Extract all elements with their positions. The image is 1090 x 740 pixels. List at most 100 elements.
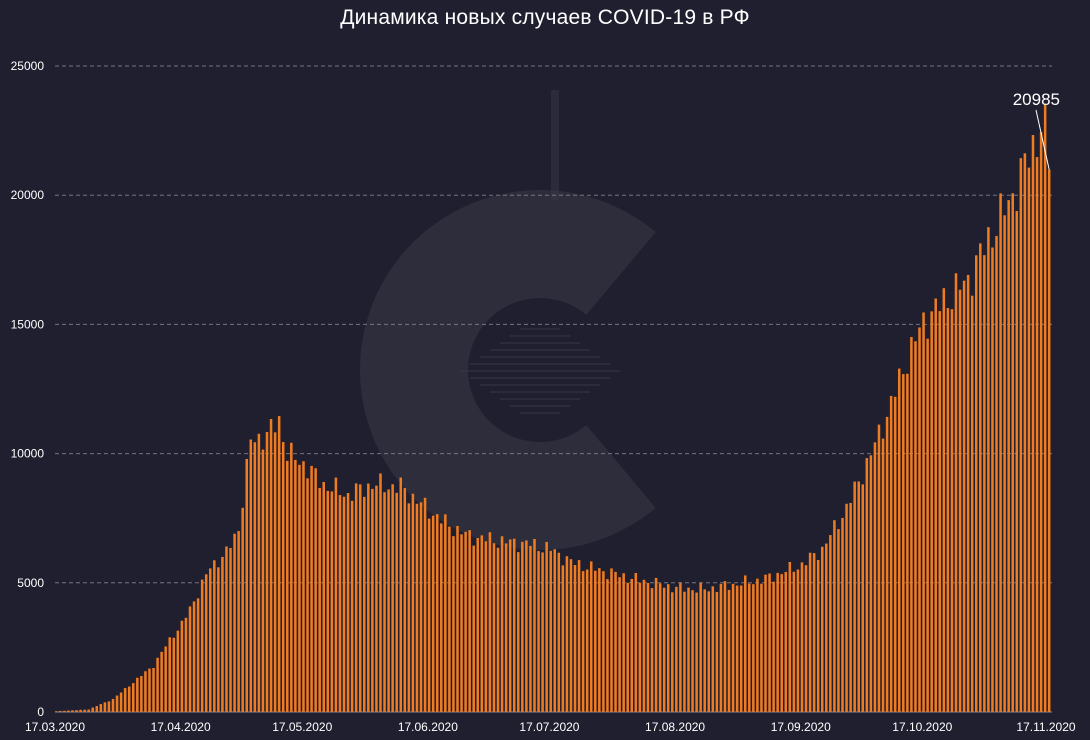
bar [549,550,552,712]
bar [877,424,881,712]
bar [942,288,946,712]
bar [196,598,200,712]
bar [569,559,573,712]
bar [123,688,127,712]
bar [792,571,796,712]
bar [853,481,856,712]
bar [492,543,496,712]
bar [577,560,581,712]
bar [788,562,792,712]
bar [286,460,289,712]
bar [748,583,751,712]
bar [695,592,698,712]
bar [654,577,658,712]
bar [213,560,216,712]
bar [427,518,431,712]
bar [642,579,646,712]
bar [893,396,897,712]
bar [804,565,808,712]
bar [87,709,90,712]
bar [59,710,62,712]
bar [253,442,257,712]
bar [816,559,820,712]
y-tick-label: 25000 [11,59,45,73]
watermark-wave-line [470,377,610,379]
bar [383,492,386,712]
bar [152,667,155,712]
bar [776,572,779,712]
bar [618,577,621,712]
bar [626,582,629,712]
bar [119,692,123,712]
bar [739,585,743,712]
bar [55,711,58,712]
bar [379,473,382,712]
y-tick-label: 5000 [17,576,44,590]
bar [598,568,601,712]
bar [517,552,520,712]
bar [318,487,321,712]
bar [1019,158,1023,712]
watermark-wave-line [490,349,590,351]
x-tick-label: 17.06.2020 [398,720,458,734]
bar [241,507,244,712]
bar [71,710,74,712]
bar [342,496,346,712]
bar [99,704,103,712]
bar [391,484,394,712]
bar [650,588,654,712]
bar [768,573,771,712]
bar [889,395,893,712]
x-tick-label: 17.09.2020 [771,720,831,734]
bar [322,481,326,712]
bar [820,546,824,712]
bar [354,483,358,712]
bar [930,311,933,712]
bar [281,442,285,712]
x-tick-label: 17.11.2020 [1016,720,1075,734]
bar [184,617,188,712]
bar [1031,135,1035,712]
bar [63,710,66,712]
bar [703,589,706,712]
bar [946,308,950,712]
bar [1023,153,1027,713]
bar [1015,211,1019,712]
bar [464,531,467,712]
bar [180,620,184,712]
bar [634,572,638,712]
bar [363,496,366,712]
bar [662,587,666,712]
watermark-wave-line [510,405,570,407]
bar [731,583,735,712]
bar [610,568,613,712]
bar [435,514,439,712]
bar [168,637,171,712]
bar [966,274,970,712]
bar [484,541,488,712]
bar [395,492,398,712]
bar [934,298,937,712]
bar [261,449,265,712]
bar [407,503,411,712]
bar [375,485,378,712]
bar [529,545,532,712]
bar [837,529,840,712]
bar [950,309,954,712]
bar [845,503,848,712]
bar [999,193,1002,713]
bar [585,569,589,712]
bar [452,536,455,712]
bar [974,255,978,713]
bar [200,579,204,712]
watermark-wave-line [470,363,610,365]
bar [172,637,176,712]
bar [760,583,763,712]
bar [306,478,309,712]
bar [581,571,585,712]
bar [1043,103,1047,712]
bar [829,535,832,712]
bar [691,590,694,712]
watermark-tower [551,90,559,200]
bar [808,552,812,712]
